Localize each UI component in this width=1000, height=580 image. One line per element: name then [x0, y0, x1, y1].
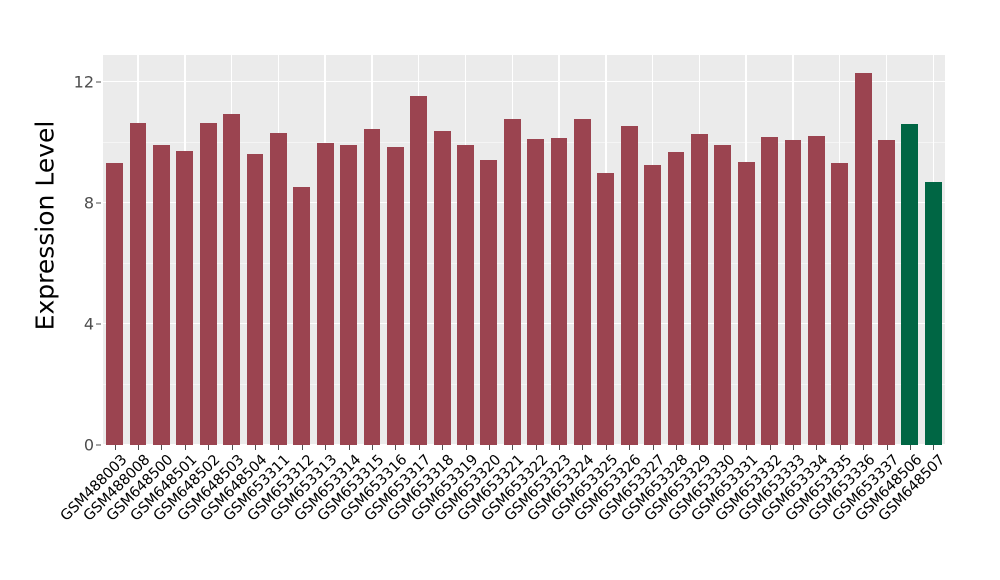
x-tick-mark [418, 445, 420, 450]
bar[interactable] [457, 145, 474, 445]
x-tick-mark [325, 445, 327, 450]
x-tick-mark [839, 445, 841, 450]
x-tick-mark [348, 445, 350, 450]
bar[interactable] [269, 132, 287, 445]
bar[interactable] [854, 72, 872, 445]
x-tick-mark [161, 445, 163, 450]
x-tick-mark [629, 445, 631, 450]
y-tick-mark [96, 323, 101, 325]
y-tick-mark [96, 444, 101, 446]
x-tick-mark [582, 445, 584, 450]
bar[interactable] [620, 126, 638, 445]
bar[interactable] [574, 118, 591, 445]
gridline-minor [103, 141, 945, 143]
x-tick-mark [722, 445, 724, 450]
bar[interactable] [924, 181, 942, 445]
bar[interactable] [690, 133, 708, 445]
y-axis-title-text: Expression Level [30, 120, 60, 330]
bar[interactable] [597, 172, 615, 445]
plot-panel [103, 55, 945, 445]
y-axis-ticks: 0 4 8 12 [60, 0, 101, 580]
x-tick-mark [114, 445, 116, 450]
gridline-minor [103, 383, 945, 385]
x-tick-mark [535, 445, 537, 450]
x-tick-mark [138, 445, 140, 450]
x-tick-mark [792, 445, 794, 450]
bar[interactable] [480, 159, 498, 445]
bar[interactable] [293, 187, 311, 445]
x-axis: GSM488003 GSM488008 GSM648500 GSM648501 GSM6… [58, 445, 949, 580]
bar[interactable] [176, 150, 194, 445]
x-tick-mark [863, 445, 865, 450]
bar[interactable] [550, 138, 568, 445]
bar[interactable] [761, 137, 778, 445]
x-tick-mark [278, 445, 280, 450]
bar[interactable] [223, 113, 241, 445]
y-tick-label: 4 [83, 314, 94, 334]
bar[interactable] [246, 154, 264, 445]
gridline-major [103, 201, 945, 204]
bar[interactable] [199, 123, 217, 445]
x-tick-mark [442, 445, 444, 450]
x-tick-mark [208, 445, 210, 450]
x-tick-mark [652, 445, 654, 450]
x-tick-mark [395, 445, 397, 450]
x-tick-mark [465, 445, 467, 450]
x-tick-mark [816, 445, 818, 450]
bar[interactable] [527, 139, 545, 445]
gridline-major [103, 443, 945, 445]
x-tick-mark [605, 445, 607, 450]
bar[interactable] [503, 119, 521, 445]
bar[interactable] [433, 131, 451, 445]
bar[interactable] [878, 140, 895, 445]
bar[interactable] [714, 145, 732, 445]
bar[interactable] [129, 123, 147, 445]
bar[interactable] [831, 162, 849, 445]
gridline-minor [103, 262, 945, 264]
gridline-major [103, 322, 945, 325]
bar[interactable] [644, 165, 662, 445]
x-tick-mark [512, 445, 514, 450]
bar[interactable] [901, 123, 919, 445]
bar[interactable] [153, 144, 170, 445]
x-tick-mark [769, 445, 771, 450]
x-tick-mark [699, 445, 701, 450]
bar[interactable] [807, 135, 825, 445]
x-tick-mark [909, 445, 911, 450]
bar[interactable] [410, 95, 428, 445]
x-tick-mark [559, 445, 561, 450]
x-tick-mark [184, 445, 186, 450]
y-tick-mark [96, 81, 101, 83]
x-tick-mark [488, 445, 490, 450]
gridline-major [103, 80, 945, 83]
bar[interactable] [106, 162, 124, 445]
x-tick-mark [301, 445, 303, 450]
y-tick-mark [96, 202, 101, 204]
bar[interactable] [737, 162, 755, 445]
y-tick-label: 0 [83, 435, 94, 455]
x-tick-mark [231, 445, 233, 450]
x-tick-mark [676, 445, 678, 450]
bar[interactable] [667, 151, 685, 445]
x-tick-mark [746, 445, 748, 450]
y-tick-label: 8 [83, 193, 94, 213]
x-tick-mark [886, 445, 888, 450]
bar[interactable] [386, 146, 404, 445]
x-tick-mark [255, 445, 257, 450]
bar[interactable] [784, 139, 802, 445]
y-tick-label: 12 [73, 72, 94, 92]
bar[interactable] [340, 145, 357, 445]
x-tick-mark [371, 445, 373, 450]
bar[interactable] [316, 143, 334, 445]
x-tick-mark [933, 445, 935, 450]
bar[interactable] [363, 129, 381, 445]
